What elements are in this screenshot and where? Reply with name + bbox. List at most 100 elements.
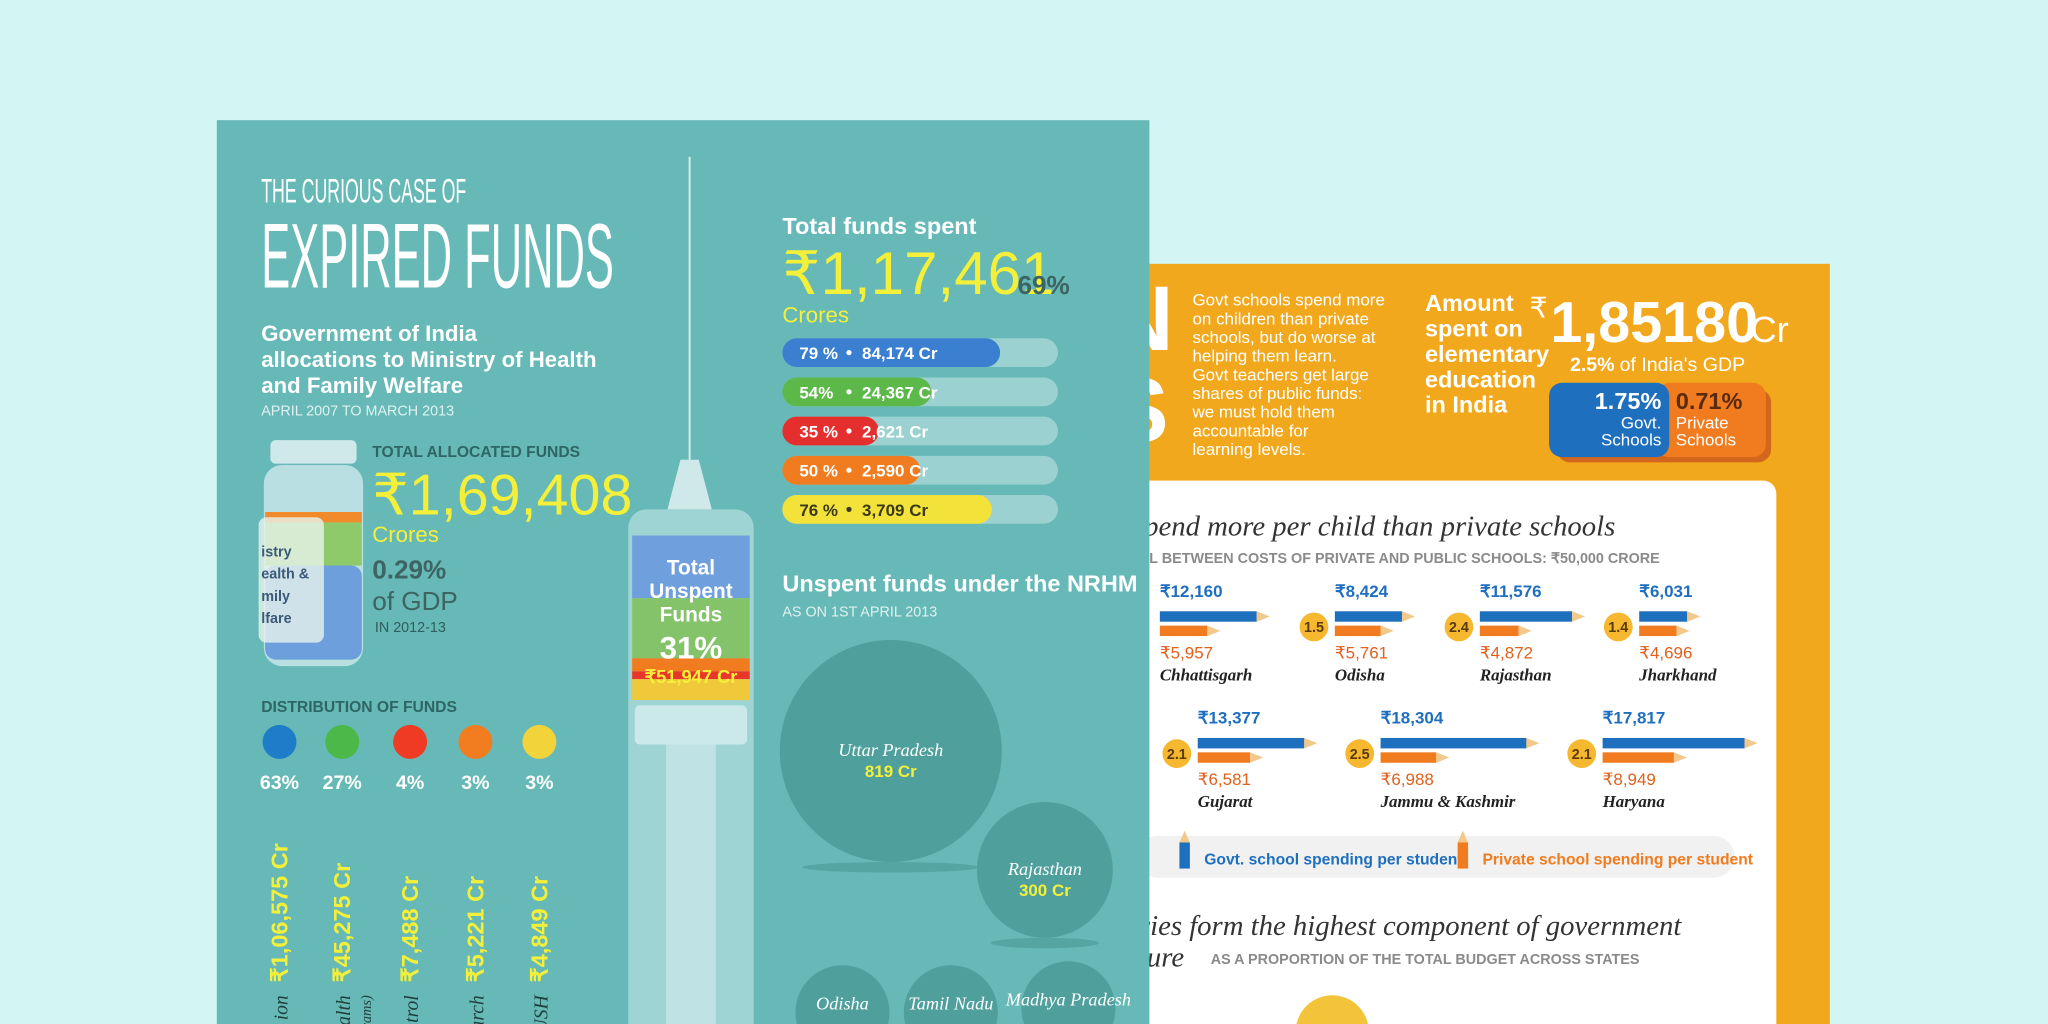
distribution-dot	[393, 724, 428, 759]
pencil	[1479, 611, 1573, 622]
pencil-tip	[1436, 752, 1450, 763]
state-name: Jharkhand	[1638, 665, 1717, 684]
bar	[782, 377, 932, 407]
amount-label: spent on	[1425, 315, 1523, 341]
legend-pencil-tip	[1457, 830, 1469, 843]
distribution-share: 3%	[461, 772, 489, 794]
syringe-fill	[632, 658, 750, 672]
govt-spend: ₹11,576	[1480, 582, 1542, 601]
pencil-tip	[1687, 611, 1701, 622]
ratio-badge	[1345, 739, 1375, 768]
pencil-tip	[1304, 737, 1318, 749]
state-name: Uttar Pradesh	[838, 740, 943, 760]
bottle-label	[258, 517, 324, 643]
ratio-badge	[1603, 612, 1633, 642]
private-card	[1656, 382, 1766, 458]
card-heading: pend more per child than private schools	[1142, 511, 1615, 543]
bar-amount: 2,590 Cr	[862, 462, 928, 481]
nrhm-title: Unspent funds under the NRHM	[782, 571, 1137, 597]
pencil-tip	[1207, 625, 1221, 637]
private-label: Schools	[1676, 430, 1736, 449]
govt-spend: ₹8,424	[1335, 582, 1389, 601]
amount-label: elementary	[1425, 341, 1549, 367]
distribution-title: DISTRIBUTION OF FUNDS	[261, 699, 457, 716]
intro-line: accountable for	[1192, 421, 1308, 440]
pencil-tip	[1673, 752, 1687, 763]
bottle-label-text: istry	[261, 544, 291, 560]
distribution-amount: ₹1,06,575 Cr	[266, 843, 292, 982]
bar-share: 35 %	[799, 423, 838, 442]
pencil-tip	[1744, 737, 1758, 749]
state-name: Chhattisgarh	[1160, 665, 1252, 684]
intro-line: learning levels.	[1192, 440, 1305, 459]
distribution-name: Health	[334, 995, 355, 1024]
private-spend: ₹6,581	[1198, 770, 1251, 789]
state-bubble	[779, 640, 1002, 863]
bar-share: 54%	[799, 383, 833, 402]
distribution-amount: ₹45,275 Cr	[329, 863, 355, 982]
pencil	[1639, 625, 1677, 637]
distribution-dot	[262, 724, 297, 759]
bar-separator	[846, 350, 852, 356]
state-name: Odisha	[816, 994, 869, 1014]
intro-line: on children than private	[1192, 309, 1368, 328]
total-label: TOTAL ALLOCATED FUNDS	[372, 444, 580, 461]
spent-share: 69%	[1017, 270, 1069, 300]
spent-value: ₹1,17,461	[782, 240, 1054, 307]
state-bubble	[795, 965, 890, 1024]
gdp-label: of GDP	[372, 586, 458, 616]
syringe-fill	[632, 679, 750, 701]
govt-label: Govt.	[1621, 413, 1662, 432]
distribution-dot	[325, 724, 360, 759]
ratio-badge	[1567, 739, 1597, 768]
pencil-tip	[1676, 625, 1690, 637]
bottle-cap	[270, 440, 357, 464]
pencil	[1334, 611, 1402, 622]
pencil	[1639, 611, 1688, 622]
pencil-tip	[1518, 625, 1532, 637]
state-name: Rajasthan	[1479, 665, 1552, 684]
pencil	[1602, 752, 1674, 763]
distribution-name: ion	[271, 995, 292, 1020]
pencil	[1197, 737, 1305, 749]
ratio: 1.5	[1304, 620, 1324, 636]
distribution-name: grams)	[359, 995, 375, 1024]
private-label: Private	[1676, 413, 1729, 432]
ratio: 1.4	[1608, 620, 1628, 636]
distribution-share: 27%	[323, 772, 362, 794]
distribution-name: Control	[402, 995, 423, 1024]
amount-label: education	[1425, 366, 1536, 392]
bar-separator	[846, 506, 852, 512]
govt-card	[1549, 382, 1670, 458]
pencil-tip	[1250, 752, 1264, 763]
pencil-tip	[1401, 611, 1416, 622]
subtitle: and Family Welfare	[261, 373, 463, 398]
private-spend: ₹8,949	[1603, 770, 1656, 789]
ratio: 2.5	[1350, 747, 1370, 763]
syringe-label: Funds	[660, 604, 723, 627]
amount-value: 1,85180	[1550, 291, 1758, 355]
legend-label: Govt. school spending per student	[1204, 852, 1463, 869]
state-bubble	[1021, 961, 1116, 1024]
bar-separator	[846, 389, 852, 395]
state-name: Gujarat	[1198, 792, 1254, 811]
govt-spend: ₹17,817	[1603, 709, 1666, 728]
bar-separator	[846, 467, 852, 473]
private-spend: ₹6,988	[1381, 770, 1434, 789]
legend-pencil	[1457, 842, 1469, 869]
pencil-tip	[1256, 611, 1270, 622]
bar-amount: 24,367 Cr	[862, 383, 938, 402]
bubble-shadow	[990, 937, 1100, 949]
bottle-label-text: mily	[261, 589, 290, 605]
subtitle: Government of India	[261, 321, 477, 346]
spent-unit: Crores	[782, 303, 849, 328]
ratio-badge	[1444, 612, 1474, 642]
card-subheading: AS A PROPORTION OF THE TOTAL BUDGET ACRO…	[1211, 952, 1640, 968]
bar-amount: 2,621 Cr	[862, 423, 928, 442]
state-bubble	[976, 801, 1113, 938]
state-name: Odisha	[1335, 665, 1385, 684]
syringe-share: 31%	[660, 630, 723, 665]
syringe-label: Unspent	[649, 580, 733, 603]
